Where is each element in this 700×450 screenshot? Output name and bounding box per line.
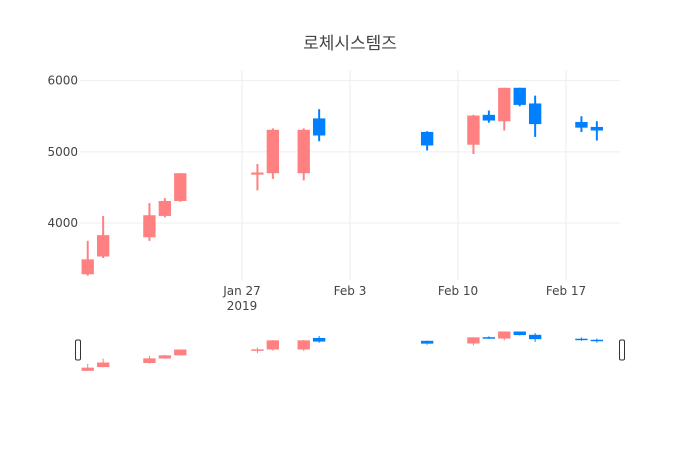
candle-body [420,340,434,344]
candle-2019-01-22 [158,198,172,218]
slider-candle-2019-01-23 [174,349,187,356]
grid-lines [80,70,620,280]
candle-body [312,337,326,342]
slider-candle-2019-02-11 [467,337,480,346]
slider-candle-2019-02-18 [575,337,588,341]
candle-body [513,331,526,336]
candle-body [498,87,511,122]
candle-body [297,340,310,350]
candle-body [513,87,526,105]
candle-body [420,131,434,146]
candle-body [143,358,156,363]
candle-body [96,362,110,368]
slider-candle-2019-01-17 [81,363,94,372]
candle-body [251,172,264,175]
candle-body [96,235,110,257]
candle-body [590,339,604,342]
candle-2019-02-15 [528,95,542,137]
candle-body [467,115,480,145]
range-slider-preview [81,331,604,372]
y-tick-label: 5000 [47,145,78,159]
candle-body [158,200,172,216]
candle-2019-02-18 [575,116,588,132]
candle-body [174,349,187,356]
candle-body [251,349,264,351]
candle-2019-01-23 [174,173,187,202]
candle-2019-02-11 [467,114,480,154]
candle-body [482,337,496,339]
candle-2019-01-31 [297,128,310,181]
candle-body [81,259,94,275]
candle-body [158,355,172,359]
x-tick-label: Feb 3 [334,284,367,298]
slider-candle-2019-02-14 [513,331,526,336]
x-tick-label: Jan 27 [222,284,261,298]
candle-body [575,338,588,341]
candle-body [81,367,94,371]
candle-body [312,118,326,136]
candle-body [143,215,156,238]
slider-candle-2019-01-18 [96,358,110,368]
slider-candle-2019-02-01 [312,336,326,343]
candle-body [467,337,480,344]
range-slider-track[interactable] [80,327,620,372]
slider-candle-2019-01-22 [158,354,172,359]
candle-2019-02-13 [498,87,511,131]
x-tick-label: Feb 10 [438,284,478,298]
candle-2019-01-29 [266,128,280,179]
candle-2019-01-17 [81,240,94,276]
slider-candle-2019-02-13 [498,331,511,341]
candle-2019-01-28 [251,163,264,191]
candle-2019-02-01 [312,109,326,142]
slider-candle-2019-02-12 [482,336,496,339]
slider-candle-2019-01-28 [251,347,264,354]
candle-body [266,129,280,174]
y-tick-label: 6000 [47,74,78,88]
slider-candle-2019-02-19 [590,338,604,343]
x-tick-year-label: 2019 [227,299,258,313]
candle-2019-02-19 [590,121,604,141]
candles [81,87,604,276]
candle-2019-01-18 [96,215,110,258]
slider-candle-2019-02-08 [420,340,434,345]
candle-body [575,121,588,128]
candle-body [297,129,310,174]
candle-body [482,114,496,121]
slider-candle-2019-02-15 [528,333,542,342]
candle-body [174,173,187,201]
candle-2019-01-21 [143,203,156,241]
candle-2019-02-08 [420,131,434,151]
candle-body [590,126,604,131]
candle-body [528,334,542,340]
y-tick-label: 4000 [47,216,78,230]
candle-2019-02-12 [482,110,496,123]
slider-candle-2019-01-31 [297,340,310,351]
candle-body [266,340,280,350]
chart-title: 로체시스템즈 [303,34,397,54]
slider-candle-2019-01-21 [143,355,156,364]
range-slider-left-handle[interactable] [75,339,81,361]
range-slider[interactable] [75,327,625,372]
range-slider-right-handle[interactable] [619,339,625,361]
candle-body [498,331,511,339]
y-axis-ticks: 4000 5000 6000 [47,74,78,230]
x-tick-label: Feb 17 [546,284,586,298]
candle-2019-02-14 [513,87,526,107]
candle-body [528,103,542,125]
slider-candle-2019-01-29 [266,340,280,351]
